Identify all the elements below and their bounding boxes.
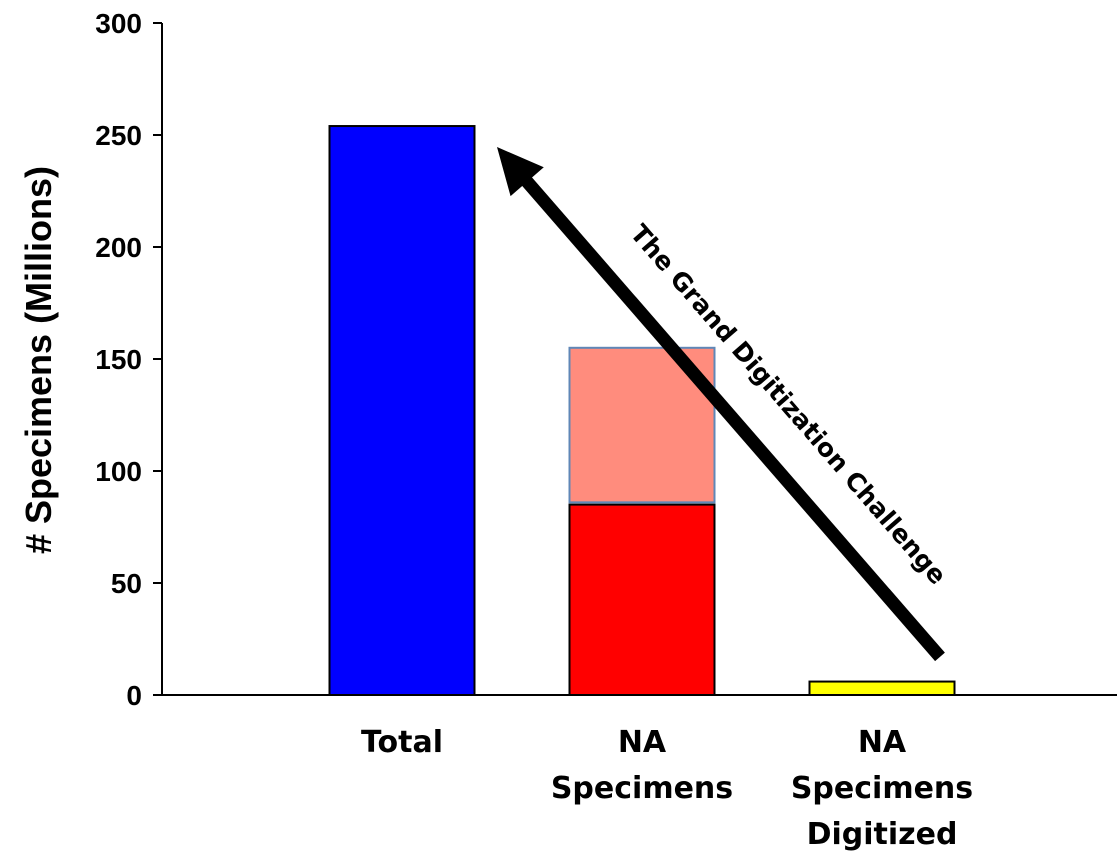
y-tick-label: 0 (126, 680, 142, 711)
y-tick-label: 250 (95, 120, 142, 151)
arrow-shaft (519, 174, 945, 662)
category-label: NA Specimens Digitized (791, 725, 973, 852)
annotation: The Grand Digitization Challenge (497, 147, 952, 662)
bar (328, 125, 476, 697)
y-axis-label: # Specimens (Millions) (18, 166, 59, 554)
y-tick-label: 100 (95, 456, 142, 487)
y-tick-label: 150 (95, 344, 142, 375)
y-tick-label: 200 (95, 232, 142, 263)
arrow-head (497, 147, 544, 197)
bars (328, 125, 956, 697)
category-label: NA Specimens (551, 725, 733, 806)
bar (568, 503, 716, 696)
y-tick-label: 300 (95, 8, 142, 39)
bar (808, 680, 956, 696)
category-label: Total (361, 725, 443, 760)
y-tick-labels: 0 50 100 150 200 250 300 (95, 8, 142, 711)
category-labels: Total NA Specimens NA Specimens Digitized (361, 725, 973, 852)
y-tick-label: 50 (111, 568, 142, 599)
